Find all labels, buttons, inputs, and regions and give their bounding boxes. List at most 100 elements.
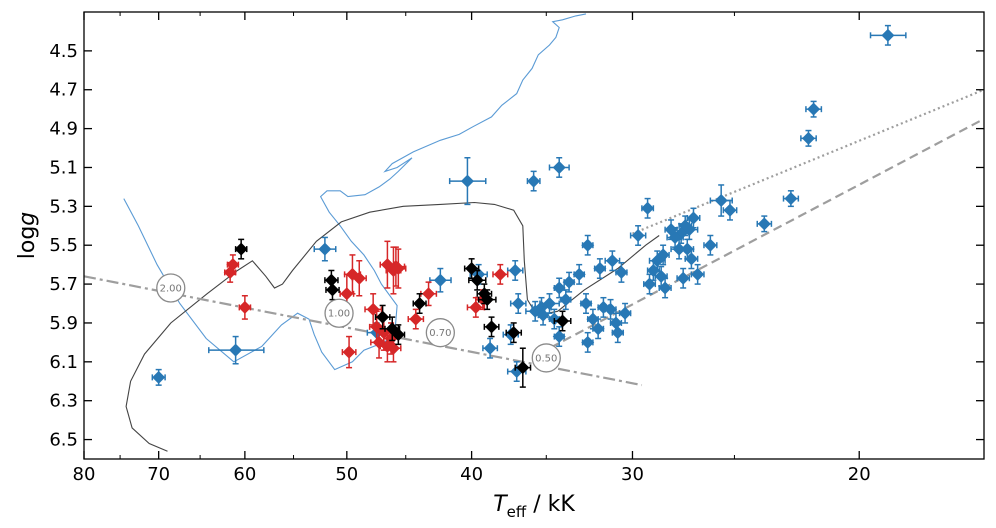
data-point-blue-29	[593, 258, 607, 280]
data-point-blue-51	[526, 170, 541, 192]
diamond-marker	[465, 262, 479, 276]
data-point-blue-0	[869, 24, 907, 46]
x-axis-label-main: T	[493, 492, 508, 517]
diamond-marker	[581, 238, 595, 252]
diamond-marker	[413, 297, 427, 311]
data-point-red-17	[407, 308, 425, 330]
y-tick-label: 5.3	[49, 196, 78, 217]
diamond-marker	[422, 287, 436, 301]
axes: Teff / kK logg 80 70 60 50 40 30 20 4.5 4.7 4.9 5.…	[15, 11, 985, 521]
diamond-marker	[581, 335, 595, 349]
data-point-black-14	[553, 310, 572, 332]
x-axis-label-unit: / kK	[526, 492, 575, 517]
series-black	[234, 238, 572, 388]
diamond-marker	[631, 229, 645, 242]
diamond-marker	[552, 330, 566, 344]
diamond-marker	[552, 160, 566, 174]
data-point-red-6	[364, 293, 383, 326]
data-point-blue-33	[552, 277, 566, 299]
diamond-marker	[676, 271, 690, 285]
data-point-blue-50	[548, 157, 570, 178]
diamond-marker	[507, 326, 521, 340]
diamond-marker	[325, 283, 339, 297]
data-point-blue-58	[448, 157, 487, 206]
data-point-blue-23	[690, 263, 705, 285]
y-tick-label: 4.5	[49, 41, 78, 62]
data-point-black-6	[412, 293, 427, 314]
diamond-marker	[618, 306, 632, 320]
diamond-marker	[460, 174, 474, 188]
data-point-blue-2	[800, 129, 817, 147]
series-red	[223, 240, 509, 369]
diamond-marker	[536, 308, 550, 322]
plot-frame	[83, 11, 985, 460]
x-tick-label: 50	[335, 464, 358, 485]
diamond-marker	[555, 314, 569, 328]
diamond-marker	[470, 273, 484, 287]
diamond-marker	[801, 131, 815, 145]
diamond-marker	[807, 102, 821, 116]
mass-label-text: 0.70	[429, 328, 451, 339]
diamond-marker	[352, 271, 366, 285]
diamond-marker	[680, 242, 694, 256]
diamond-marker	[226, 258, 240, 272]
data-point-blue-53	[506, 260, 524, 281]
data-point-red-2	[238, 294, 252, 320]
data-point-blue-38	[618, 302, 632, 324]
data-point-blue-62	[208, 335, 265, 365]
diamond-marker	[586, 312, 600, 326]
data-point-blue-6	[722, 199, 738, 221]
data-point-red-4	[351, 260, 367, 297]
diamond-marker	[318, 242, 332, 256]
data-point-blue-14	[664, 219, 678, 241]
data-point-red-16	[390, 248, 407, 289]
data-point-blue-61	[313, 236, 337, 262]
data-point-blue-4	[756, 215, 773, 233]
data-point-blue-25	[641, 197, 655, 219]
y-tick-label: 5.5	[49, 235, 78, 256]
x-axis-label: Teff / kK	[493, 492, 575, 521]
mass-label-circle	[156, 273, 186, 303]
data-point-black-11	[483, 316, 500, 338]
y-tick-label: 5.1	[49, 157, 78, 178]
diamond-marker	[691, 267, 705, 281]
mass-label-circle	[425, 318, 455, 348]
mass-label-text: 0.50	[535, 353, 557, 364]
data-point-blue-20	[643, 273, 657, 295]
data-point-black-5	[391, 324, 406, 346]
data-point-blue-24	[684, 248, 699, 270]
diamond-marker	[686, 211, 700, 225]
line-dashed	[537, 117, 984, 356]
mass-label-circle	[324, 298, 354, 328]
data-point-black-3	[374, 304, 391, 330]
diamond-marker	[152, 370, 166, 384]
data-point-blue-35	[579, 293, 593, 314]
data-point-black-8	[468, 269, 487, 291]
data-point-blue-3	[782, 190, 800, 208]
data-point-blue-37	[604, 298, 618, 320]
data-point-blue-31	[572, 263, 586, 285]
y-axis-label-main: log	[15, 226, 40, 260]
data-point-blue-21	[658, 277, 672, 299]
x-tick-label: 30	[621, 464, 644, 485]
diamond-marker	[611, 326, 625, 340]
data-point-blue-28	[604, 250, 621, 272]
data-point-blue-63	[151, 368, 166, 386]
data-point-red-14	[379, 240, 396, 289]
x-tick-label: 20	[848, 464, 871, 485]
diamond-marker	[723, 203, 737, 217]
data-point-blue-22	[676, 267, 691, 289]
diamond-marker	[614, 265, 628, 279]
line-dotted	[632, 88, 984, 235]
data-point-blue-40	[591, 318, 605, 340]
data-point-black-2	[325, 279, 340, 301]
diamond-marker	[493, 267, 507, 281]
diamond-marker	[684, 252, 698, 266]
data-point-blue-27	[614, 261, 628, 283]
diamond-marker	[572, 267, 586, 281]
diamond-marker	[591, 322, 605, 336]
data-point-red-1	[226, 254, 240, 276]
y-tick-label: 6.1	[49, 352, 78, 373]
diamond-marker	[658, 281, 672, 295]
